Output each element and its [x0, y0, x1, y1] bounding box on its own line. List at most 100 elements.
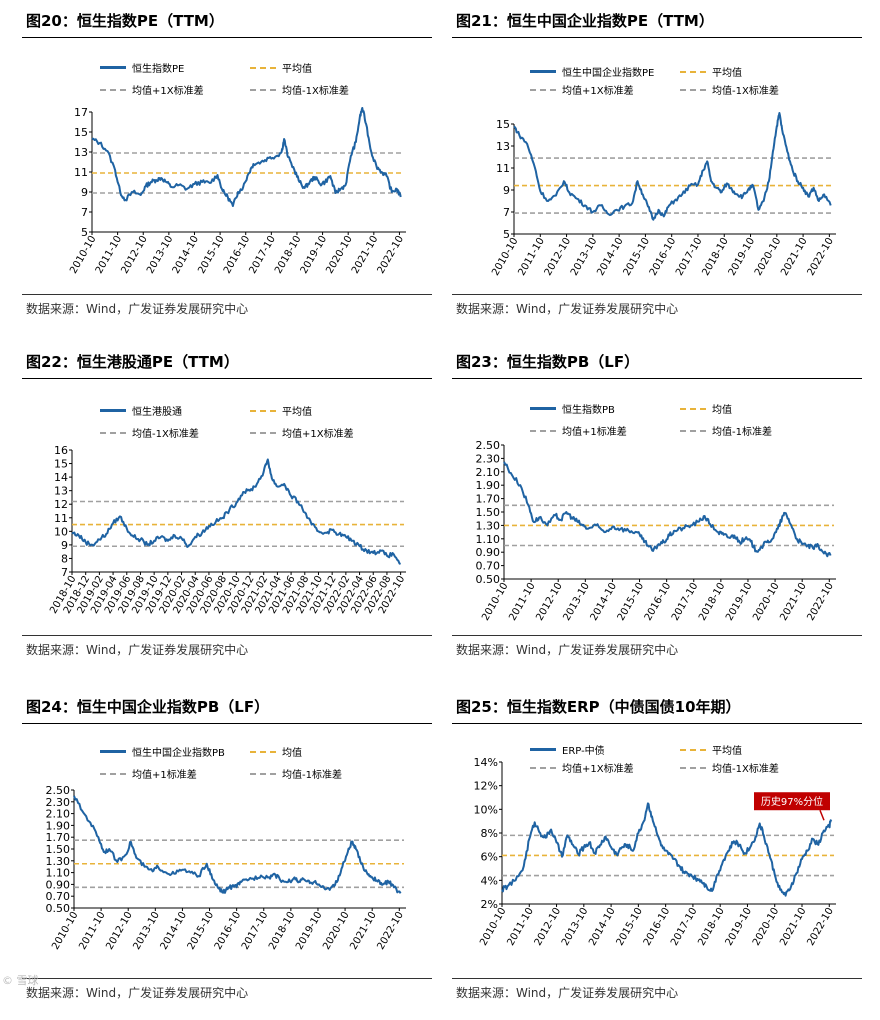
y-tick-label: 5 — [503, 228, 510, 241]
legend-swatch — [250, 66, 276, 69]
x-tick-label: 2014-10 — [159, 910, 189, 952]
x-tick-label: 2017-10 — [240, 910, 270, 952]
y-tick-label: 0.90 — [46, 878, 71, 891]
legend-item: 恒生中国企业指数PE — [530, 64, 654, 79]
y-tick-label: 1.10 — [476, 533, 501, 546]
y-tick-label: 11 — [496, 162, 510, 175]
y-tick-label: 1.30 — [476, 519, 501, 532]
legend-item: 均值+1X标准差 — [100, 82, 204, 97]
y-tick-label: 7 — [81, 206, 88, 219]
series-line — [501, 802, 833, 897]
y-tick-label: 2.30 — [476, 452, 501, 465]
legend-label: 均值+1标准差 — [562, 427, 627, 438]
x-tick-label: 2018-10 — [696, 906, 726, 948]
legend-item: 均值-1X标准差 — [680, 82, 779, 97]
legend-item: 均值-1X标准差 — [680, 760, 779, 775]
y-tick-label: 11 — [74, 166, 88, 179]
x-tick-label: 2014-10 — [587, 906, 617, 948]
chart-plot: 0.500.700.901.101.301.501.701.902.102.30… — [46, 784, 406, 952]
x-tick-label: 2015-10 — [616, 581, 646, 623]
legend-label: 恒生指数PB — [562, 405, 615, 416]
source-note: 数据来源：Wind，广发证券发展研究中心 — [456, 643, 679, 657]
y-tick-label: 2.30 — [46, 796, 71, 809]
y-tick-label: 2.10 — [46, 808, 71, 821]
legend-label: ERP-中债 — [562, 746, 605, 757]
legend-swatch — [680, 748, 706, 751]
legend-swatch — [680, 407, 706, 410]
legend-swatch — [680, 88, 706, 91]
y-tick-label: 0.70 — [46, 890, 71, 903]
legend-swatch — [250, 88, 276, 91]
legend-label: 均值+1X标准差 — [562, 86, 634, 97]
legend-swatch — [680, 766, 706, 769]
y-tick-label: 13 — [54, 485, 68, 498]
legend-label: 平均值 — [282, 407, 312, 418]
legend-swatch — [100, 409, 126, 412]
series-line — [73, 795, 402, 894]
x-tick-label: 2021-10 — [348, 910, 378, 952]
y-tick-label: 1.90 — [46, 819, 71, 832]
y-tick-label: 1.10 — [46, 867, 71, 880]
y-tick-label: 7 — [503, 206, 510, 219]
legend-swatch — [680, 429, 706, 432]
y-tick-label: 8% — [481, 827, 498, 840]
chart-plot: 579111315172010-102011-102012-102013-102… — [68, 106, 406, 276]
legend-label: 均值-1标准差 — [282, 770, 342, 781]
y-tick-label: 15 — [74, 126, 88, 139]
annotation-text: 历史97%分位 — [761, 795, 823, 808]
x-tick-label: 2019-10 — [724, 906, 754, 948]
y-tick-label: 15 — [496, 118, 510, 131]
series-line — [91, 107, 402, 207]
legend-item: 平均值 — [250, 403, 312, 418]
legend-item: 均值+1X标准差 — [530, 82, 634, 97]
legend-label: 恒生港股通 — [132, 407, 182, 418]
x-tick-label: 2011-10 — [77, 910, 107, 952]
legend-label: 均值 — [712, 405, 732, 416]
footer-divider — [452, 294, 862, 295]
x-tick-label: 2018-10 — [267, 910, 297, 952]
legend-item: 均值+1X标准差 — [530, 760, 634, 775]
title-divider — [22, 378, 432, 379]
legend-swatch — [680, 70, 706, 73]
legend-item: 均值-1X标准差 — [250, 82, 349, 97]
legend-item: 恒生中国企业指数PB — [100, 744, 225, 759]
title-divider — [452, 37, 862, 38]
chart-title: 图25：恒生指数ERP（中债国债10年期） — [456, 698, 741, 716]
x-tick-label: 2012-10 — [533, 906, 563, 948]
y-tick-label: 10% — [474, 803, 498, 816]
y-tick-label: 1.70 — [476, 493, 501, 506]
footer-divider — [452, 635, 862, 636]
x-tick-label: 2011-10 — [507, 581, 537, 623]
legend-swatch — [530, 429, 556, 432]
y-tick-label: 14 — [54, 471, 68, 484]
legend-item: 均值-1标准差 — [250, 766, 342, 781]
legend-item: 均值-1标准差 — [680, 423, 772, 438]
x-tick-label: 2022-10 — [376, 234, 406, 276]
x-tick-label: 2022-10 — [806, 236, 836, 278]
legend-label: 均值-1X标准差 — [282, 86, 349, 97]
x-tick-label: 2021-10 — [778, 906, 808, 948]
x-tick-label: 2013-10 — [561, 581, 591, 623]
y-tick-label: 12 — [54, 498, 68, 511]
legend-swatch — [250, 750, 276, 753]
chart-title: 图20：恒生指数PE（TTM） — [26, 12, 224, 30]
legend-label: 均值+1标准差 — [132, 770, 197, 781]
chart-plot: 789101112131415162018-102018-122019-0220… — [48, 444, 407, 616]
chart-panel-2: 图21：恒生中国企业指数PE（TTM） 恒生中国企业指数PE 平均值 均值+1X标准差… — [452, 4, 862, 334]
y-tick-label: 16 — [54, 444, 68, 457]
y-tick-label: 10 — [54, 525, 68, 538]
y-tick-label: 7 — [61, 566, 68, 579]
title-divider — [452, 723, 862, 724]
chart-panel-1: 图20：恒生指数PE（TTM） 恒生指数PE 平均值 均值+1X标准差 均值-1X标准差… — [22, 4, 432, 334]
x-tick-label: 2020-10 — [321, 910, 351, 952]
legend-label: 均值-1X标准差 — [712, 764, 779, 775]
legend-label: 平均值 — [712, 68, 742, 79]
legend-item: 均值+1标准差 — [530, 423, 627, 438]
legend-label: 恒生指数PE — [132, 64, 185, 75]
y-tick-label: 1.30 — [46, 855, 71, 868]
x-tick-label: 2010-10 — [50, 910, 80, 952]
legend-swatch — [530, 407, 556, 410]
x-tick-label: 2021-10 — [778, 581, 808, 623]
chart-panel-4: 图23：恒生指数PB（LF） 恒生指数PB 均值 均值+1标准差 均值-1标准差 0.50… — [452, 345, 862, 675]
legend-item: 恒生指数PB — [530, 401, 615, 416]
